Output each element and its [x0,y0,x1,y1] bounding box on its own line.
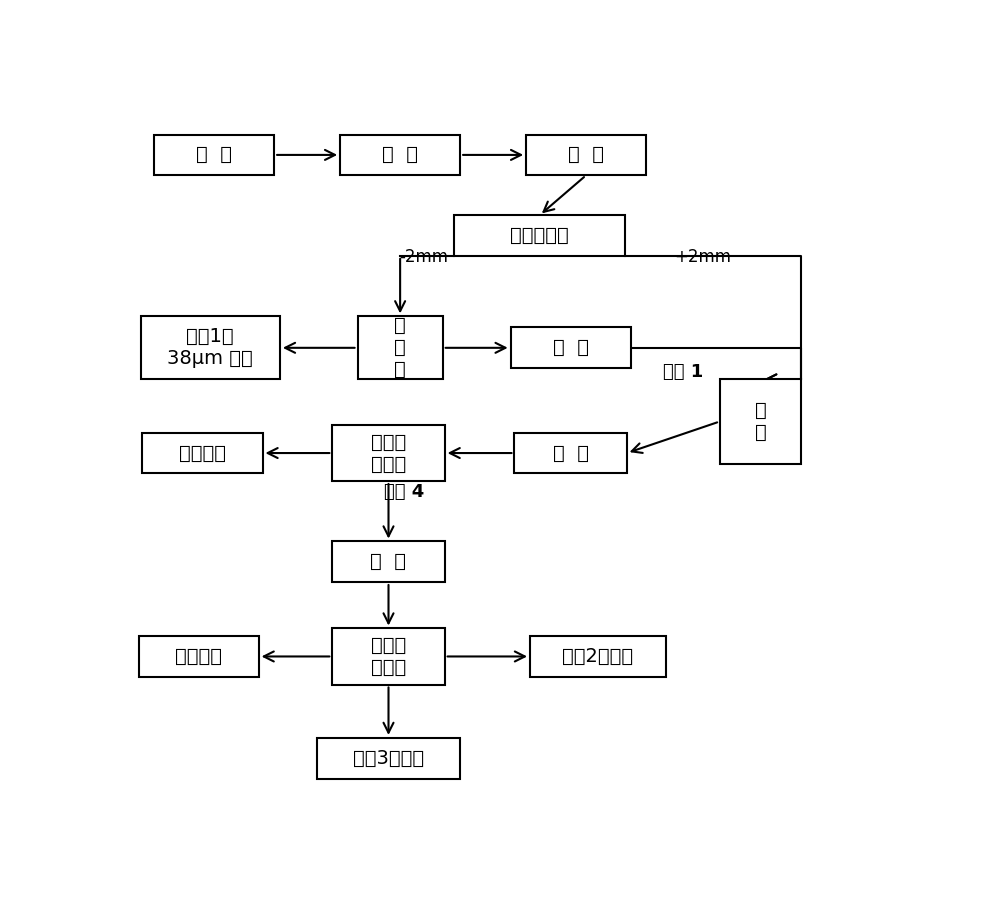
Text: 原  矿: 原 矿 [196,146,232,164]
Text: 产哈2：精矿: 产哈2：精矿 [562,647,633,666]
Text: 脱硅铝
反浮选: 脱硅铝 反浮选 [371,636,406,677]
Bar [454,215,625,256]
Bar [139,636,259,677]
Bar [140,316,280,379]
Text: 产哈3：中矿: 产哈3：中矿 [353,749,424,768]
Text: 调  浆: 调 浆 [553,444,589,463]
Text: 多层振动筛: 多层振动筛 [510,226,569,245]
Text: 旋
流
器: 旋 流 器 [394,316,406,379]
Text: 线路 4: 线路 4 [384,483,424,501]
Bar [142,433,263,474]
Bar [526,135,646,175]
Bar [332,629,445,684]
Text: 镕铁尾矿: 镕铁尾矿 [179,444,226,463]
Bar [511,327,631,368]
Text: +2mm: +2mm [674,248,731,266]
Text: 脱镇铁
反浮选: 脱镇铁 反浮选 [371,433,406,474]
Bar [154,135,274,175]
Bar [332,425,445,481]
Text: -2mm: -2mm [399,248,448,266]
Text: 线路 1: 线路 1 [663,363,703,382]
Bar [358,316,443,379]
Bar [332,541,445,582]
Text: 调  浆: 调 浆 [370,552,406,571]
Text: 粗  碎: 粗 碎 [382,146,418,164]
Bar [317,738,460,779]
Text: 磨
矿: 磨 矿 [755,401,766,442]
Text: 底  流: 底 流 [553,338,589,357]
Bar [340,135,460,175]
Text: 中  碎: 中 碎 [568,146,604,164]
Bar [514,433,627,474]
Bar [720,379,801,464]
Text: 产哈1：
38μm 溢流: 产哈1： 38μm 溢流 [167,327,253,368]
Bar [530,636,666,677]
Text: 硅铝尾矿: 硅铝尾矿 [175,647,222,666]
